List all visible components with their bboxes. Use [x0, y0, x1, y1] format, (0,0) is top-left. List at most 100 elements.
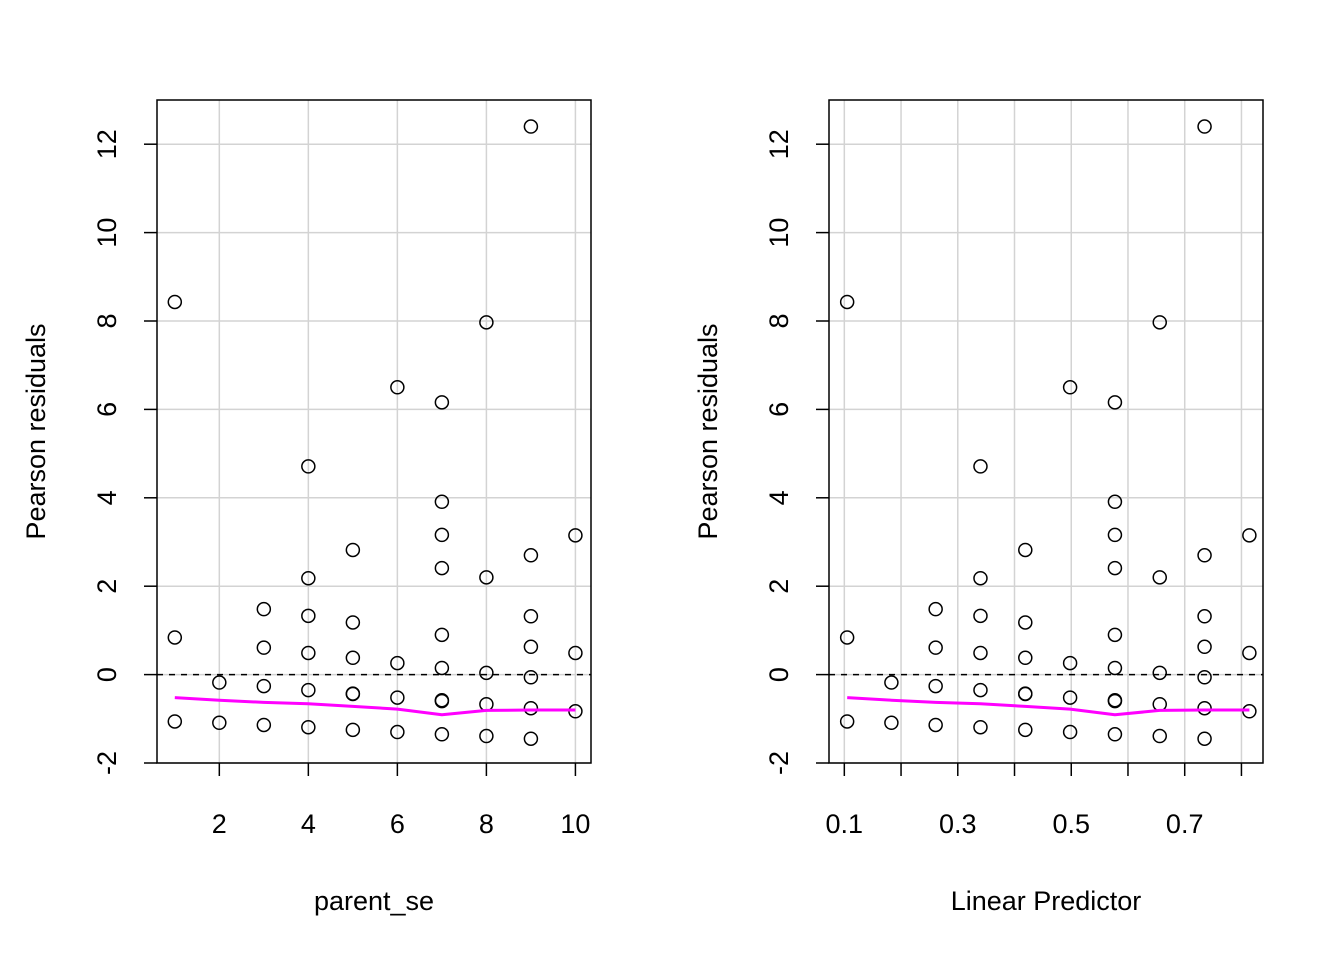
data-point	[884, 675, 899, 690]
data-point	[1152, 570, 1167, 585]
data-point	[345, 722, 361, 738]
data-point	[256, 601, 272, 617]
data-point	[1062, 380, 1078, 395]
data-point	[568, 528, 583, 543]
data-point	[479, 665, 494, 681]
data-point	[301, 459, 316, 474]
data-point	[1107, 395, 1123, 410]
data-point	[523, 670, 539, 685]
data-point	[434, 660, 450, 676]
y-tick-label: 8	[92, 313, 122, 328]
data-point	[1107, 727, 1123, 742]
data-point	[928, 601, 943, 617]
data-point	[390, 655, 405, 671]
data-point	[1197, 548, 1212, 563]
y-tick-label: 8	[764, 313, 794, 328]
data-point	[1242, 528, 1257, 543]
data-point	[167, 714, 183, 729]
x-tick-label: 10	[560, 809, 590, 839]
data-point	[523, 548, 539, 563]
data-point	[523, 609, 539, 624]
data-point	[390, 690, 405, 705]
data-point	[301, 645, 316, 661]
data-point	[1197, 731, 1212, 746]
y-tick-label: -2	[92, 751, 122, 775]
data-point	[479, 570, 494, 585]
y-tick-label: 2	[92, 579, 122, 594]
data-point	[1197, 639, 1212, 655]
y-tick-label: 0	[92, 667, 122, 682]
data-point	[973, 459, 988, 474]
data-point	[434, 560, 450, 576]
data-point	[1062, 690, 1078, 705]
y-axis-title: Pearson residuals	[21, 323, 51, 539]
data-point	[1197, 670, 1212, 685]
data-point	[523, 639, 539, 655]
data-point	[1107, 527, 1123, 543]
data-point	[479, 728, 494, 744]
data-point	[1107, 494, 1123, 510]
data-point	[301, 570, 316, 586]
y-tick-label: 10	[92, 218, 122, 248]
data-point	[1018, 542, 1033, 558]
data-point	[1107, 627, 1123, 643]
y-tick-label: 0	[764, 667, 794, 682]
data-point	[434, 627, 450, 643]
x-tick-label: 0.5	[1052, 809, 1090, 839]
data-point	[1107, 560, 1123, 576]
data-point	[1242, 645, 1257, 661]
data-point	[479, 315, 494, 330]
data-point	[973, 570, 988, 586]
data-point	[434, 693, 450, 709]
y-tick-label: 12	[92, 129, 122, 159]
x-axis-title: Linear Predictor	[951, 886, 1142, 916]
x-tick-label: 0.1	[826, 809, 864, 839]
data-point	[928, 717, 943, 733]
x-axis-title: parent_se	[314, 886, 434, 916]
plot-frame	[156, 99, 592, 764]
data-point	[434, 494, 450, 510]
data-point	[1197, 119, 1212, 134]
data-point	[973, 645, 988, 661]
panel-linear-predictor: 0.1 0.3 0.5 0.7 -2 0 2 4 6 8 10 12 Linear Predictor P…	[693, 99, 1264, 916]
data-point	[212, 675, 227, 690]
data-point	[301, 682, 316, 698]
data-point	[345, 542, 361, 558]
y-axis: -2 0 2 4 6 8 10 12	[764, 129, 829, 775]
data-point	[256, 678, 272, 694]
y-tick-label: 4	[764, 490, 794, 505]
x-tick-label: 0.7	[1166, 809, 1204, 839]
data-point	[523, 119, 539, 134]
x-axis: 2 4 6 8 10	[212, 763, 590, 839]
data-point	[301, 608, 316, 624]
data-point	[1062, 724, 1078, 740]
smooth-line	[847, 696, 1250, 717]
y-tick-label: -2	[764, 751, 794, 775]
smooth-line	[174, 696, 576, 717]
x-tick-label: 6	[390, 809, 405, 839]
data-point	[1152, 665, 1167, 681]
data-point	[973, 682, 988, 698]
x-axis: 0.1 0.3 0.5 0.7	[826, 763, 1243, 839]
data-point	[256, 640, 272, 655]
x-tick-label: 2	[212, 809, 227, 839]
data-point	[434, 527, 450, 543]
data-point	[434, 727, 450, 742]
y-axis: -2 0 2 4 6 8 10 12	[92, 129, 157, 775]
x-tick-label: 0.3	[939, 809, 977, 839]
data-point	[345, 615, 361, 630]
data-point	[928, 640, 943, 655]
points	[167, 119, 583, 746]
data-point	[973, 719, 988, 735]
data-point	[434, 395, 450, 410]
data-point	[345, 650, 361, 666]
data-point	[523, 731, 539, 746]
data-point	[884, 715, 899, 731]
y-tick-label: 6	[92, 402, 122, 417]
data-point	[1152, 728, 1167, 744]
y-tick-label: 10	[764, 218, 794, 248]
plot-frame	[828, 99, 1264, 764]
data-point	[1197, 609, 1212, 624]
y-tick-label: 4	[92, 490, 122, 505]
